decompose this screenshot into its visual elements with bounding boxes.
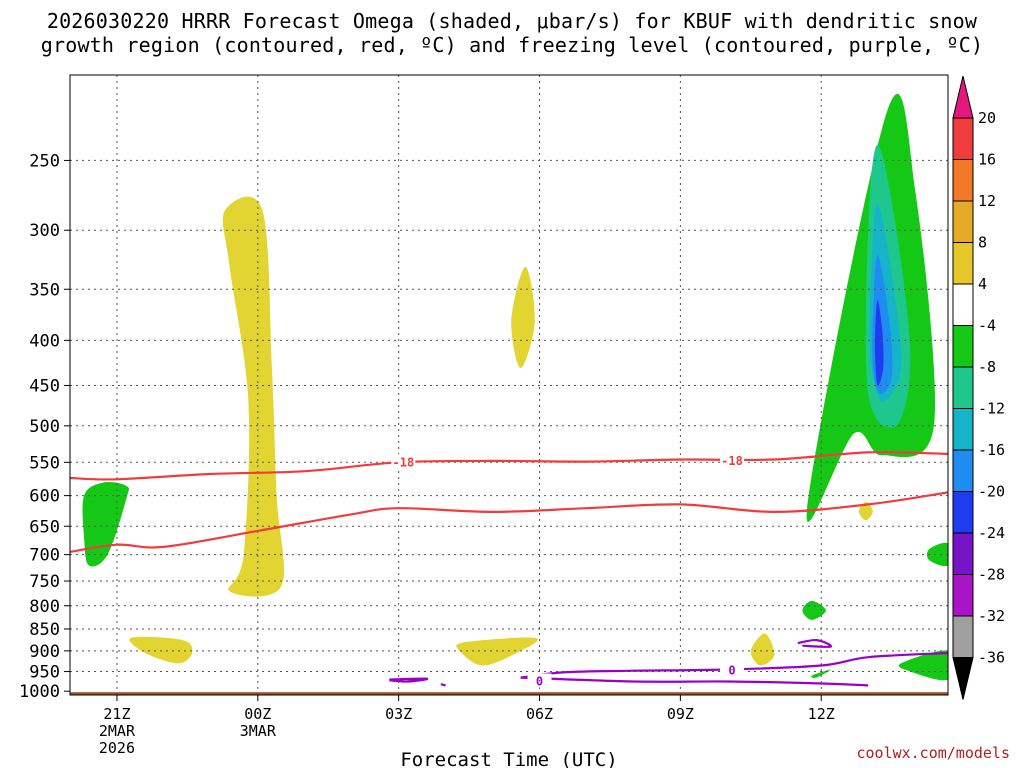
colorbar-band-16-to-20 [952,117,974,160]
y-tick-label-250: 250 [29,151,60,171]
colorbar-band--32-to--28 [952,574,974,617]
colorbar-band--20-to--16 [952,449,974,492]
contour-label-zero-lower: 0 [536,674,543,688]
x-tick-year-21Z: 2026 [99,739,135,757]
dendritic-growth-contour-1 [70,491,948,553]
contour-layer: -18 -18 0 0 [70,451,948,688]
x-axis-label: Forecast Time (UTC) [400,749,617,768]
colorbar-band--36-to--32 [952,615,974,658]
omega-region-green-7 [82,482,130,567]
y-tick-label-750: 750 [29,572,60,592]
colorbar-label--28: -28 [978,566,1005,584]
colorbar-label--32: -32 [978,607,1005,625]
contour-label-minus18-right: -18 [721,454,743,468]
colorbar-label--4: -4 [978,317,996,335]
y-tick-label-500: 500 [29,417,60,437]
x-tick-label-21Z: 21Z [103,705,130,723]
omega-region-yellow-5 [858,501,873,521]
contour-label-zero-upper: 0 [728,663,735,677]
chart-title-line-2: growth region (contoured, red, ºC) and f… [40,33,984,57]
omega-region-green-10 [926,542,948,567]
x-tick-date-21Z: 2MAR [99,722,136,740]
colorbar-band-12-to-16 [952,159,974,202]
x-tick-label-12Z: 12Z [808,705,835,723]
y-tick-label-700: 700 [29,546,60,566]
grid-layer [70,75,948,695]
colorbar-bottom-arrow [952,657,974,700]
colorbar-label-20: 20 [978,109,996,127]
omega-region-yellow-2 [129,636,193,664]
contour-label-minus18-left: -18 [393,455,415,469]
omega-region-yellow-0 [222,196,285,597]
omega-region-yellow-4 [750,633,775,666]
colorbar-label--16: -16 [978,441,1005,459]
omega-region-yellow-3 [456,637,538,666]
omega-region-green-9 [811,669,831,678]
y-tick-label-550: 550 [29,453,60,473]
y-tick-label-600: 600 [29,487,60,507]
colorbar-label-12: 12 [978,192,996,210]
omega-region-yellow-1 [511,266,535,369]
colorbar-label-4: 4 [978,275,987,293]
y-tick-label-650: 650 [29,517,60,537]
y-tick-label-800: 800 [29,597,60,617]
colorbar-label--8: -8 [978,358,996,376]
y-tick-label-950: 950 [29,663,60,683]
freezing-level-contour-2 [389,677,429,683]
dendritic-growth-contour-0 [70,451,948,481]
freezing-level-contour-4 [440,683,446,687]
ground-surface [70,692,948,695]
x-tick-label-09Z: 09Z [667,705,694,723]
y-axis-ticks: 2503003504004505005506006507007508008509… [19,151,70,702]
x-tick-label-00Z: 00Z [244,705,271,723]
y-tick-label-450: 450 [29,376,60,396]
colorbar: 20 16 12 8 4 -4 -8 -12 -16 -20 -24 -28 -32 -36 [952,75,1005,700]
x-tick-label-03Z: 03Z [385,705,412,723]
freezing-level-contour-1 [520,676,869,687]
colorbar-label--24: -24 [978,524,1005,542]
colorbar-label--12: -12 [978,400,1005,418]
y-tick-label-850: 850 [29,620,60,640]
y-tick-label-1000: 1000 [19,682,60,702]
colorbar-band--16-to--12 [952,408,974,451]
y-tick-label-300: 300 [29,221,60,241]
y-tick-label-350: 350 [29,280,60,300]
x-tick-date-00Z: 3MAR [240,722,277,740]
colorbar-band--12-to--8 [952,366,974,409]
freezing-level-contour-3 [797,638,833,648]
colorbar-label--20: -20 [978,483,1005,501]
omega-region-blue-15 [874,300,884,386]
colorbar-top-arrow [952,75,974,119]
colorbar-label--36: -36 [978,649,1005,667]
colorbar-band--28-to--24 [952,532,974,575]
y-tick-label-900: 900 [29,642,60,662]
colorbar-band-4-to-8 [952,242,974,285]
omega-region-green-11 [898,650,948,681]
chart-title-line-1: 2026030220 HRRR Forecast Omega (shaded, … [46,9,978,33]
colorbar-band--24-to--20 [952,491,974,534]
colorbar-band-8-to-12 [952,200,974,243]
colorbar-band--4-to-4 [952,283,974,326]
colorbar-label-8: 8 [978,234,987,252]
colorbar-band--8-to--4 [952,325,974,368]
y-tick-label-400: 400 [29,331,60,351]
colorbar-label-16: 16 [978,151,996,169]
omega-shading-layer [70,93,948,695]
source-credit: coolwx.com/models [856,744,1010,762]
x-tick-label-06Z: 06Z [526,705,553,723]
